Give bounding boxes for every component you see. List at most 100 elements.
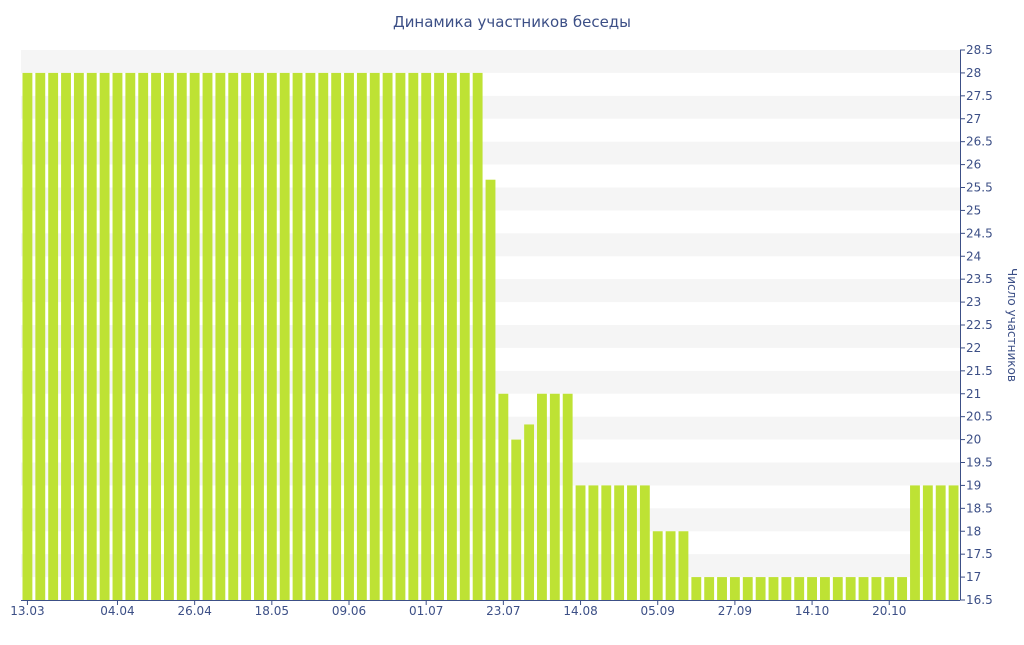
y-tick-label: 21.5 <box>966 364 993 378</box>
bar <box>318 72 329 600</box>
bar <box>498 393 509 600</box>
y-tick-label: 22.5 <box>966 318 993 332</box>
bar <box>884 577 895 600</box>
y-tick-label: 19.5 <box>966 456 993 470</box>
bar <box>704 577 715 600</box>
x-tick-label: 05.09 <box>641 604 675 618</box>
bar <box>189 72 200 600</box>
bar <box>356 72 367 600</box>
bar <box>35 72 46 600</box>
bar <box>241 72 252 600</box>
y-tick-label: 19 <box>966 478 981 492</box>
bar <box>781 577 792 600</box>
bars <box>22 72 959 601</box>
bar <box>537 393 547 600</box>
chart-title: Динамика участников беседы <box>392 13 632 31</box>
bar <box>678 531 689 600</box>
bar <box>871 577 882 600</box>
y-tick-label: 27.5 <box>966 89 993 103</box>
bar <box>755 577 766 600</box>
y-tick-label: 16.5 <box>966 593 993 607</box>
x-tick-label: 20.10 <box>872 604 906 618</box>
bar <box>511 439 522 600</box>
y-tick-label: 26 <box>966 158 981 172</box>
bar <box>202 72 213 600</box>
y-tick-label: 20.5 <box>966 410 993 424</box>
bar <box>22 72 33 600</box>
x-tick-label: 14.10 <box>795 604 829 618</box>
bar <box>845 577 856 600</box>
bar <box>138 72 149 600</box>
bar <box>652 531 663 600</box>
bar <box>86 72 97 600</box>
x-tick-label: 04.04 <box>100 604 134 618</box>
y-tick-label: 24 <box>966 249 981 263</box>
grid-band <box>21 95 960 119</box>
y-tick-label: 28.5 <box>966 43 993 57</box>
bar <box>910 485 920 600</box>
bar <box>331 72 342 600</box>
bar <box>446 72 457 600</box>
x-tick-label: 26.04 <box>177 604 211 618</box>
y-tick-label: 23 <box>966 295 981 309</box>
bar <box>344 72 354 600</box>
bar <box>254 72 264 600</box>
bar <box>215 72 226 600</box>
x-tick-label: 18.05 <box>255 604 289 618</box>
bar <box>382 72 393 600</box>
bar <box>601 485 612 600</box>
bar <box>948 485 959 600</box>
x-tick-label: 01.07 <box>409 604 443 618</box>
bar <box>125 72 136 600</box>
bar <box>369 72 380 600</box>
bar <box>434 72 444 600</box>
bar <box>922 485 933 600</box>
bar <box>627 485 637 600</box>
x-tick-label: 14.08 <box>563 604 597 618</box>
bar <box>459 72 470 600</box>
bar <box>524 424 535 600</box>
x-axis: 13.03 04.04 26.04 18.05 09.06 01.07 23.07 14.08… <box>10 600 960 618</box>
y-axis: 16.5 17 17.5 18 18.5 19 19.5 20 20.5 21 21.5 22 22.5… <box>960 43 993 607</box>
bar <box>897 577 908 600</box>
bar <box>408 72 419 600</box>
bar <box>639 485 650 600</box>
bar <box>472 72 483 600</box>
bar <box>614 485 625 600</box>
bar <box>163 72 174 600</box>
bar <box>228 72 239 600</box>
y-tick-label: 24.5 <box>966 226 993 240</box>
bar <box>691 577 702 600</box>
y-tick-label: 27 <box>966 112 981 126</box>
bar <box>549 393 560 600</box>
x-tick-label: 27.09 <box>718 604 752 618</box>
bar <box>807 577 818 600</box>
y-tick-label: 21 <box>966 387 981 401</box>
bar <box>112 72 123 600</box>
y-tick-label: 22 <box>966 341 981 355</box>
y-tick-label: 18 <box>966 524 981 538</box>
grid-band <box>21 50 960 73</box>
bar <box>421 72 432 600</box>
grid-band <box>21 141 960 165</box>
bar <box>395 72 406 600</box>
x-tick-label: 09.06 <box>332 604 366 618</box>
y-tick-label: 25.5 <box>966 181 993 195</box>
bar <box>665 531 676 600</box>
bar <box>742 577 753 600</box>
bar <box>768 577 779 600</box>
bar <box>935 485 946 600</box>
bar <box>266 72 277 600</box>
bar <box>73 72 84 600</box>
bar <box>48 72 59 600</box>
bar <box>729 577 740 600</box>
y-tick-label: 20 <box>966 433 981 447</box>
bar <box>588 485 599 600</box>
bar <box>717 577 727 600</box>
y-tick-label: 26.5 <box>966 135 993 149</box>
bar <box>99 72 110 600</box>
bar <box>562 393 573 600</box>
bar <box>176 72 187 600</box>
bar <box>820 577 830 600</box>
